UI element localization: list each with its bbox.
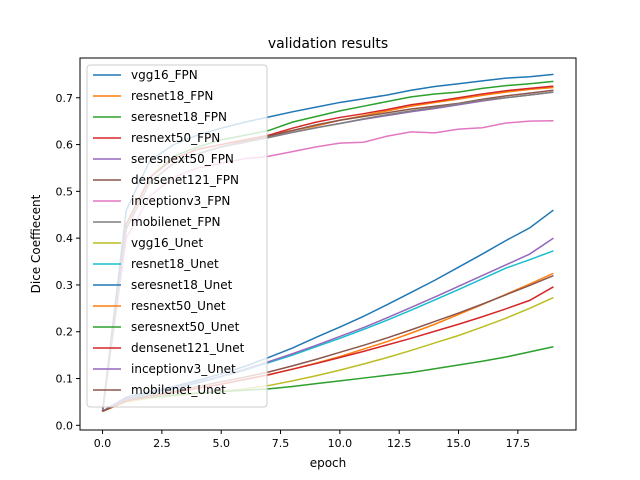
legend-label-resnext50_Unet: resnext50_Unet bbox=[131, 299, 226, 313]
legend-label-seresnext50_FPN: seresnext50_FPN bbox=[131, 152, 234, 166]
legend-label-seresnext50_Unet: seresnext50_Unet bbox=[131, 320, 240, 334]
y-tick-label: 0.5 bbox=[56, 185, 74, 198]
x-tick-label: 2.5 bbox=[153, 437, 171, 450]
legend-label-seresnet18_FPN: seresnet18_FPN bbox=[131, 110, 227, 124]
x-axis-label: epoch bbox=[310, 456, 347, 470]
x-tick-label: 7.5 bbox=[272, 437, 290, 450]
x-tick-label: 15.0 bbox=[446, 437, 471, 450]
legend-label-inceptionv3_FPN: inceptionv3_FPN bbox=[131, 194, 230, 208]
x-tick-label: 17.5 bbox=[506, 437, 531, 450]
legend-label-resnet18_FPN: resnet18_FPN bbox=[131, 89, 213, 103]
chart-title: validation results bbox=[268, 36, 388, 52]
legend-label-densenet121_FPN: densenet121_FPN bbox=[131, 173, 239, 187]
y-tick-label: 0.2 bbox=[56, 326, 74, 339]
x-tick-label: 5.0 bbox=[212, 437, 230, 450]
legend-label-vgg16_Unet: vgg16_Unet bbox=[131, 236, 203, 250]
y-tick-label: 0.1 bbox=[56, 373, 74, 386]
y-tick-label: 0.3 bbox=[56, 279, 74, 292]
y-axis-ticks: 0.0 0.1 0.2 0.3 0.4 0.5 0.6 0.7 bbox=[56, 92, 80, 432]
y-tick-label: 0.4 bbox=[56, 232, 74, 245]
legend-label-resnext50_FPN: resnext50_FPN bbox=[131, 131, 220, 145]
y-tick-label: 0.7 bbox=[56, 92, 74, 105]
y-tick-label: 0.6 bbox=[56, 139, 74, 152]
legend-label-densenet121_Unet: densenet121_Unet bbox=[131, 341, 245, 355]
x-tick-label: 10.0 bbox=[328, 437, 353, 450]
x-tick-label: 12.5 bbox=[387, 437, 412, 450]
plot-frame bbox=[79, 57, 577, 431]
x-tick-label: 0.0 bbox=[94, 437, 112, 450]
legend-label-mobilenet_Unet: mobilenet_Unet bbox=[131, 383, 226, 397]
legend-label-seresnet18_Unet: seresnet18_Unet bbox=[131, 278, 233, 292]
legend: vgg16_FPN resnet18_FPN seresnet18_FPNresne… bbox=[86, 64, 268, 408]
y-tick-label: 0.0 bbox=[56, 419, 74, 432]
legend-label-mobilenet_FPN: mobilenet_FPN bbox=[131, 215, 221, 229]
x-axis-ticks: 0.0 2.5 5.0 7.5 10.0 12.5 15.0 17.5 bbox=[94, 430, 530, 450]
legend-box bbox=[86, 64, 268, 408]
legend-label-inceptionv3_Unet: inceptionv3_Unet bbox=[131, 362, 236, 376]
legend-label-resnet18_Unet: resnet18_Unet bbox=[131, 257, 219, 271]
legend-label-vgg16_FPN: vgg16_FPN bbox=[131, 68, 198, 82]
y-axis-label: Dice Coeffiecent bbox=[29, 194, 43, 293]
